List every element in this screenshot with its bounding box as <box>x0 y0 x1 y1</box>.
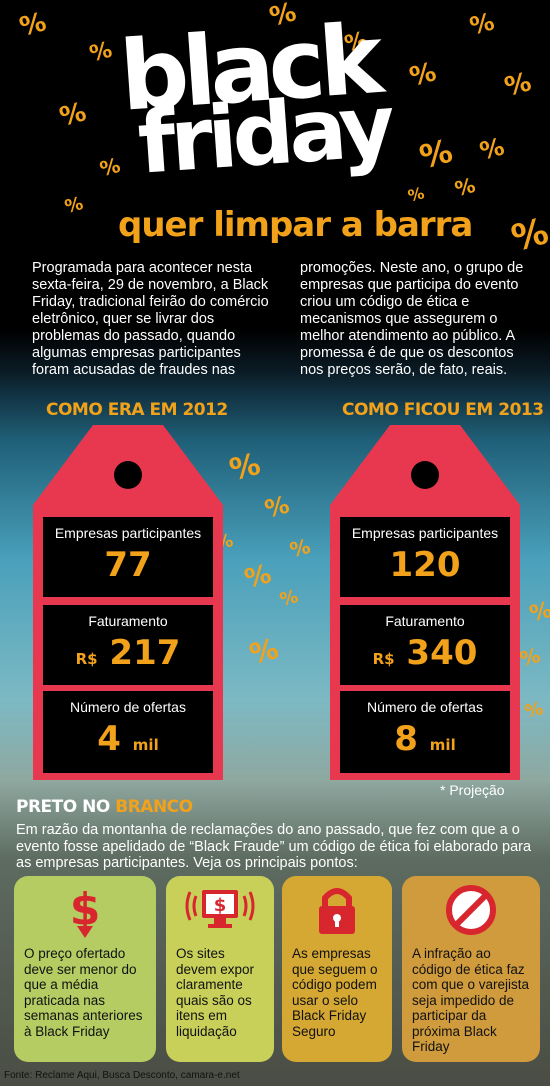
companies-box: Empresas participantes 120 <box>340 517 510 597</box>
rule-card-price: $ O preço ofertado deve ser menor do que… <box>14 876 156 1062</box>
lock-icon <box>282 884 392 940</box>
revenue-currency: R$ <box>372 650 395 668</box>
rule-text: O preço ofertado deve ser menor do que a… <box>24 946 143 1039</box>
price-tag-2013: Empresas participantes 120 Faturamento R… <box>330 425 520 780</box>
percent-icon: % <box>287 533 313 563</box>
no-entry-icon <box>402 884 540 940</box>
companies-label: Empresas participantes <box>351 525 499 541</box>
percent-icon: % <box>527 597 550 628</box>
section-text: Em razão da montanha de reclamações do a… <box>16 822 532 871</box>
percent-icon: % <box>406 57 440 93</box>
companies-label: Empresas participantes <box>54 525 202 541</box>
price-tag-2012: Empresas participantes 77 Faturamento R$… <box>33 425 223 780</box>
percent-icon: % <box>507 211 550 260</box>
percent-icon: % <box>97 152 123 182</box>
revenue-value: 217 <box>109 633 181 673</box>
percent-icon: % <box>277 586 301 611</box>
percent-icon: % <box>405 183 427 206</box>
percent-icon: % <box>501 67 535 103</box>
offers-box: Número de ofertas 4 mil <box>43 691 213 773</box>
revenue-currency: R$ <box>75 650 98 668</box>
offers-unit: mil <box>132 736 159 754</box>
companies-box: Empresas participantes 77 <box>43 517 213 597</box>
percent-icon: % <box>415 131 457 177</box>
rule-text: As empresas que seguem o código podem us… <box>292 946 378 1039</box>
offers-value-row: 4 mil <box>43 719 213 765</box>
percent-icon: % <box>476 132 508 166</box>
intro-right: promoções. Neste ano, o grupo de empresa… <box>300 260 524 378</box>
offers-unit: mil <box>429 736 456 754</box>
intro-left: Programada para acontecer nesta sexta-fe… <box>32 260 269 378</box>
percent-icon: % <box>56 97 90 133</box>
source-note: Fonte: Reclame Aqui, Busca Desconto, cam… <box>4 1070 240 1081</box>
offers-label: Número de ofertas <box>367 699 483 715</box>
percent-icon: % <box>87 37 115 68</box>
offers-value: 4 <box>97 719 121 759</box>
section-title: PRETO NO BRANCO <box>16 797 193 817</box>
percent-icon: % <box>241 559 275 595</box>
section-title-a: PRETO NO <box>16 797 116 817</box>
rule-card-sites: $ Os sites devem expor claramente quais … <box>166 876 274 1062</box>
revenue-box: Faturamento R$ 217 milhões <box>43 605 213 714</box>
percent-icon: % <box>517 642 543 672</box>
percent-icon: % <box>261 490 293 524</box>
offers-value: 8 <box>394 719 418 759</box>
offers-label: Número de ofertas <box>70 699 186 715</box>
projection-note: * Projeção <box>440 782 505 798</box>
companies-value: 120 <box>389 545 461 585</box>
percent-icon: % <box>522 698 546 723</box>
percent-icon: % <box>62 193 86 218</box>
revenue-box: Faturamento R$ 340 milhões* <box>340 605 510 714</box>
rule-card-seal: As empresas que seguem o código podem us… <box>282 876 392 1062</box>
offers-value-row: 8 mil <box>340 719 510 765</box>
percent-icon: % <box>452 172 478 202</box>
section-title-b: BRANCO <box>115 797 193 817</box>
svg-text:$: $ <box>214 895 227 916</box>
monitor-dollar-icon: $ <box>166 884 274 938</box>
title-friday: friday <box>134 76 394 194</box>
revenue-value: 340 <box>406 633 478 673</box>
subtitle: quer limpar a barra <box>118 205 473 245</box>
before-heading: COMO ERA EM 2012 <box>46 400 228 420</box>
offers-box: Número de ofertas 8 mil <box>340 691 510 773</box>
rule-text: Os sites devem expor claramente quais sã… <box>176 946 255 1039</box>
percent-icon: % <box>16 7 50 43</box>
percent-icon: % <box>225 446 265 489</box>
revenue-label: Faturamento <box>385 613 465 629</box>
percent-icon: % <box>246 631 282 672</box>
dollar-icon: $ <box>14 884 156 942</box>
after-heading: COMO FICOU EM 2013 <box>342 400 544 420</box>
rule-text: A infração ao código de ética faz com qu… <box>412 946 530 1054</box>
rule-card-penalty: A infração ao código de ética faz com qu… <box>402 876 540 1062</box>
revenue-label: Faturamento <box>88 613 168 629</box>
companies-value: 77 <box>104 545 152 585</box>
percent-icon: % <box>466 7 498 41</box>
